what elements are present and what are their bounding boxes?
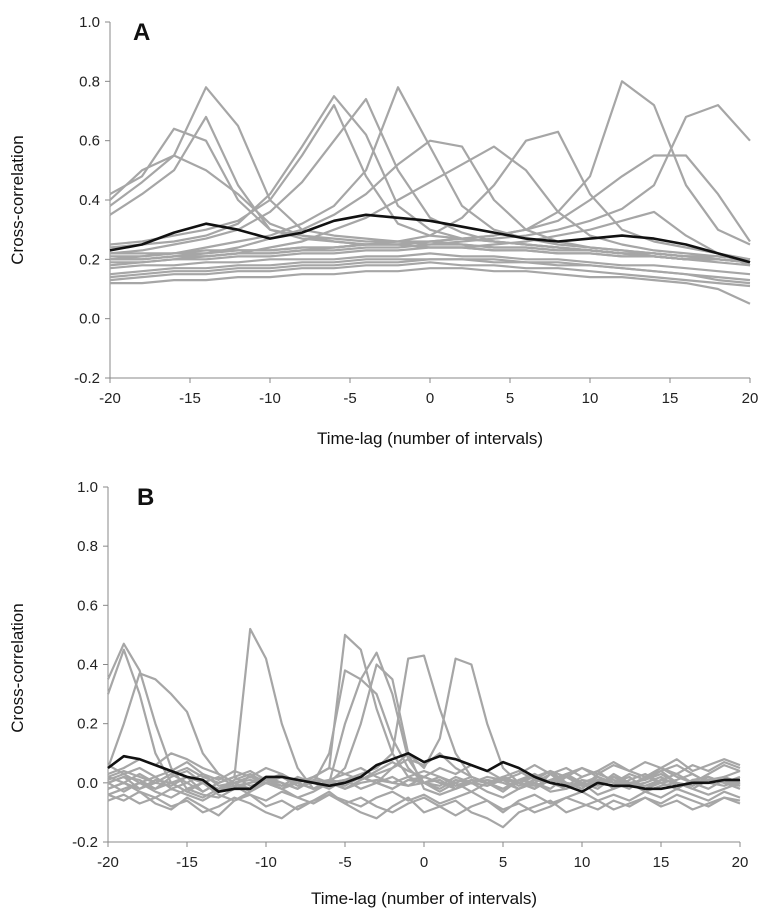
series-line-16	[107, 761, 741, 784]
series-line-11	[110, 130, 751, 261]
series-line-15	[110, 210, 751, 267]
y-tick-label: 0.6	[77, 597, 98, 614]
x-tick-label: -10	[255, 854, 277, 871]
gray-series-group	[109, 80, 751, 305]
series-line-18	[109, 261, 751, 288]
x-tick-label: 0	[426, 390, 434, 407]
y-tick-label: 0.4	[79, 192, 100, 209]
y-tick-label: 1.0	[77, 479, 98, 496]
series-line-2	[109, 86, 751, 261]
series-line-20	[109, 258, 751, 285]
x-axis-label: Time-lag (number of intervals)	[311, 889, 537, 908]
x-tick-label: -15	[176, 854, 198, 871]
y-axis-label: Cross-correlation	[8, 603, 27, 732]
x-tick-label: 20	[732, 854, 749, 871]
x-tick-label: 5	[506, 390, 514, 407]
panel-letter: B	[137, 484, 154, 511]
x-tick-label: -20	[99, 390, 121, 407]
x-tick-label: 5	[499, 854, 507, 871]
x-tick-label: -10	[259, 390, 281, 407]
mean-series-line	[107, 751, 740, 794]
series-line-12	[110, 80, 751, 255]
mean-series-line	[109, 213, 751, 264]
series-line-15	[107, 790, 741, 817]
x-tick-label: 0	[420, 854, 428, 871]
series-line-14	[107, 764, 741, 793]
x-tick-label: -5	[338, 854, 351, 871]
x-tick-label: -5	[343, 390, 356, 407]
series-line-10	[107, 657, 741, 793]
y-tick-label: -0.2	[72, 834, 98, 851]
series-line-4	[109, 154, 751, 264]
series-line-13	[107, 781, 741, 814]
y-tick-label: 0.2	[79, 251, 100, 268]
chart-a-svg: -0.2 0.0 0.2 0.4 0.6 0.8 1.0 -20 -15 -10 -5 0 5 10 15 2…	[8, 14, 759, 448]
y-tick-label: -0.2	[74, 370, 100, 387]
panel-b: -0.2 0.0 0.2 0.4 0.6 0.8 1.0 -20 -15 -10 -5 0 5 10 15 2…	[0, 458, 761, 915]
panel-a: -0.2 0.0 0.2 0.4 0.6 0.8 1.0 -20 -15 -10 -5 0 5 10 15 2…	[0, 0, 761, 455]
x-tick-label: -20	[97, 854, 119, 871]
series-line-11	[107, 752, 741, 790]
x-tick-label: 15	[662, 390, 679, 407]
gray-series-group	[106, 627, 741, 829]
x-tick-label: -15	[179, 390, 201, 407]
y-tick-label: 0.8	[79, 73, 100, 90]
x-axis-label: Time-lag (number of intervals)	[317, 429, 543, 448]
series-line-16	[109, 252, 751, 276]
chart-b-svg: -0.2 0.0 0.2 0.4 0.6 0.8 1.0 -20 -15 -10 -5 0 5 10 15 2…	[8, 479, 749, 908]
y-axis-label: Cross-correlation	[8, 135, 27, 264]
series-line-1	[106, 648, 741, 799]
series-line-19	[110, 267, 751, 305]
y-tick-label: 0.0	[79, 311, 100, 328]
y-tick-label: 0.0	[77, 775, 98, 792]
panel-letter: A	[133, 19, 150, 46]
series-line-14	[110, 103, 751, 261]
series-line-7	[109, 97, 751, 267]
series-line-12	[107, 793, 741, 829]
x-tick-label: 10	[582, 390, 599, 407]
x-tick-label: 10	[574, 854, 591, 871]
x-tick-label: 15	[653, 854, 670, 871]
y-tick-label: 0.8	[77, 538, 98, 555]
series-line-13	[110, 154, 751, 258]
y-tick-label: 0.4	[77, 657, 98, 674]
x-tick-label: 20	[742, 390, 759, 407]
y-tick-label: 0.2	[77, 716, 98, 733]
y-tick-label: 1.0	[79, 14, 100, 31]
y-tick-label: 0.6	[79, 133, 100, 150]
